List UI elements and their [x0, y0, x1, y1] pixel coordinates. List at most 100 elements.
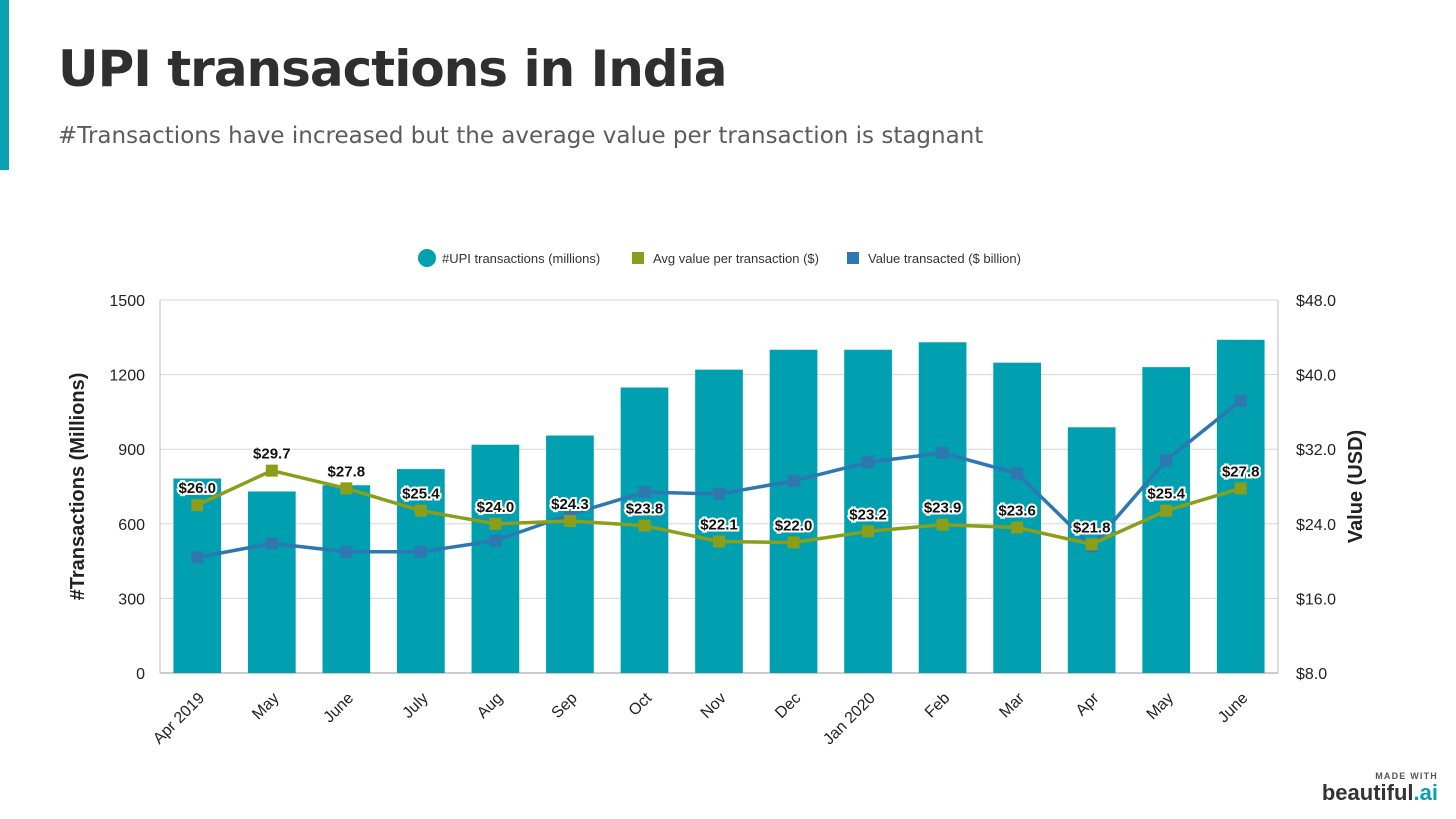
value-transacted-point: [489, 534, 502, 547]
data-label: $25.4: [1147, 486, 1185, 503]
value-transacted-point: [1234, 394, 1247, 407]
avg-value-point: [787, 536, 800, 549]
data-label: $23.9: [924, 500, 962, 517]
y2-tick-label: $24.0: [1296, 517, 1336, 534]
value-transacted-point: [265, 537, 278, 550]
x-tick-label: May: [249, 690, 282, 723]
data-label: $22.0: [775, 517, 813, 534]
bar: [844, 349, 892, 673]
x-tick-label: Feb: [922, 690, 954, 722]
value-transacted-point: [638, 486, 651, 499]
data-label: $21.8: [1073, 519, 1111, 536]
avg-value-point: [191, 499, 204, 512]
x-tick-label: Apr: [1073, 689, 1103, 719]
x-tick-label: June: [321, 690, 358, 727]
y2-tick-label: $32.0: [1296, 442, 1336, 459]
legend-swatch: [418, 249, 436, 267]
accent-bar: [0, 0, 9, 170]
data-label: $23.2: [849, 506, 887, 523]
data-label: $25.4: [402, 486, 440, 503]
avg-value-point: [1160, 504, 1173, 517]
y-tick-label: 1500: [109, 293, 145, 310]
y-axis-title: #Transactions (Millions): [67, 373, 89, 601]
avg-value-point: [1234, 482, 1247, 495]
x-tick-label: Sep: [549, 690, 581, 722]
value-transacted-point: [191, 551, 204, 564]
bar: [918, 342, 967, 673]
data-label: $24.0: [477, 499, 515, 516]
x-tick-label: June: [1215, 690, 1252, 727]
data-label: $23.6: [998, 503, 1036, 520]
avg-value-point: [265, 464, 278, 477]
made-with-label: MADE WITH: [1375, 771, 1438, 781]
x-tick-label: Mar: [996, 689, 1028, 721]
page-subtitle: #Transactions have increased but the ave…: [58, 123, 984, 149]
y2-axis-title: Value (USD): [1345, 430, 1367, 543]
avg-value-point: [936, 518, 949, 531]
x-tick-label: July: [400, 690, 432, 722]
legend-swatch: [632, 252, 644, 264]
logo-main: beautiful: [1321, 780, 1414, 805]
avg-value-point: [340, 482, 353, 495]
data-label: $22.1: [700, 517, 738, 534]
data-label: $26.0: [178, 480, 216, 497]
data-label: $29.7: [253, 446, 291, 463]
bar: [471, 444, 520, 673]
bar: [397, 469, 445, 673]
bar: [695, 369, 743, 673]
data-label: $27.8: [328, 463, 366, 480]
y-tick-label: 900: [118, 442, 145, 459]
y2-tick-label: $48.0: [1296, 293, 1336, 310]
avg-value-point: [713, 535, 725, 548]
value-transacted-point: [563, 508, 576, 521]
avg-value-point: [1085, 538, 1098, 551]
legend-label: Avg value per transaction ($): [653, 251, 819, 266]
legend-swatch: [847, 252, 859, 264]
avg-value-point: [563, 515, 576, 528]
bar: [993, 362, 1041, 673]
y2-tick-label: $16.0: [1296, 591, 1336, 608]
value-transacted-point: [414, 545, 427, 558]
page-title: UPI transactions in India: [58, 40, 727, 98]
x-tick-label: Dec: [772, 690, 804, 722]
data-label: $23.8: [626, 501, 664, 518]
bar: [322, 485, 371, 673]
value-transacted-point: [1160, 454, 1173, 467]
value-transacted-point: [1011, 467, 1024, 480]
branding: MADE WITH beautiful.ai: [1322, 771, 1438, 805]
y2-tick-label: $40.0: [1296, 368, 1336, 385]
data-label: $24.3: [551, 496, 589, 513]
bar: [546, 435, 594, 673]
bar: [1216, 339, 1265, 673]
data-label: $27.8: [1222, 463, 1260, 480]
bar: [769, 349, 818, 673]
x-tick-label: Oct: [626, 689, 656, 719]
x-tick-label: Aug: [474, 690, 506, 722]
y2-tick-label: $8.0: [1296, 666, 1327, 683]
y-tick-label: 600: [118, 517, 145, 534]
logo-suffix: .ai: [1413, 780, 1438, 805]
value-transacted-point: [936, 446, 949, 459]
bar: [247, 491, 296, 673]
y-tick-label: 0: [136, 666, 145, 683]
legend-label: #UPI transactions (millions): [442, 251, 600, 266]
legend-label: Value transacted ($ billion): [868, 251, 1021, 266]
x-tick-label: Jan 2020: [820, 690, 879, 749]
x-tick-label: May: [1144, 690, 1177, 723]
value-transacted-point: [713, 487, 725, 500]
avg-value-point: [1011, 521, 1024, 534]
x-tick-label: Nov: [698, 690, 730, 722]
avg-value-point: [489, 517, 502, 530]
value-transacted-point: [787, 474, 800, 487]
y-tick-label: 1200: [109, 368, 145, 385]
y-tick-label: 300: [118, 591, 145, 608]
value-transacted-point: [862, 456, 875, 469]
avg-value-point: [638, 519, 651, 532]
avg-value-point: [862, 525, 875, 538]
x-tick-label: Apr 2019: [150, 690, 208, 748]
beautiful-ai-logo: beautiful.ai: [1322, 781, 1438, 805]
avg-value-point: [414, 504, 427, 517]
bar: [1142, 367, 1191, 673]
value-transacted-point: [340, 545, 353, 558]
